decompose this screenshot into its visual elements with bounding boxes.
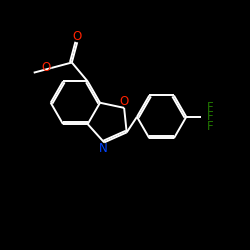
Text: F: F (207, 110, 214, 123)
Text: F: F (207, 101, 214, 114)
Text: N: N (99, 142, 108, 155)
Text: F: F (207, 120, 214, 133)
Text: O: O (120, 95, 129, 108)
Text: O: O (72, 30, 82, 43)
Text: O: O (42, 62, 51, 74)
